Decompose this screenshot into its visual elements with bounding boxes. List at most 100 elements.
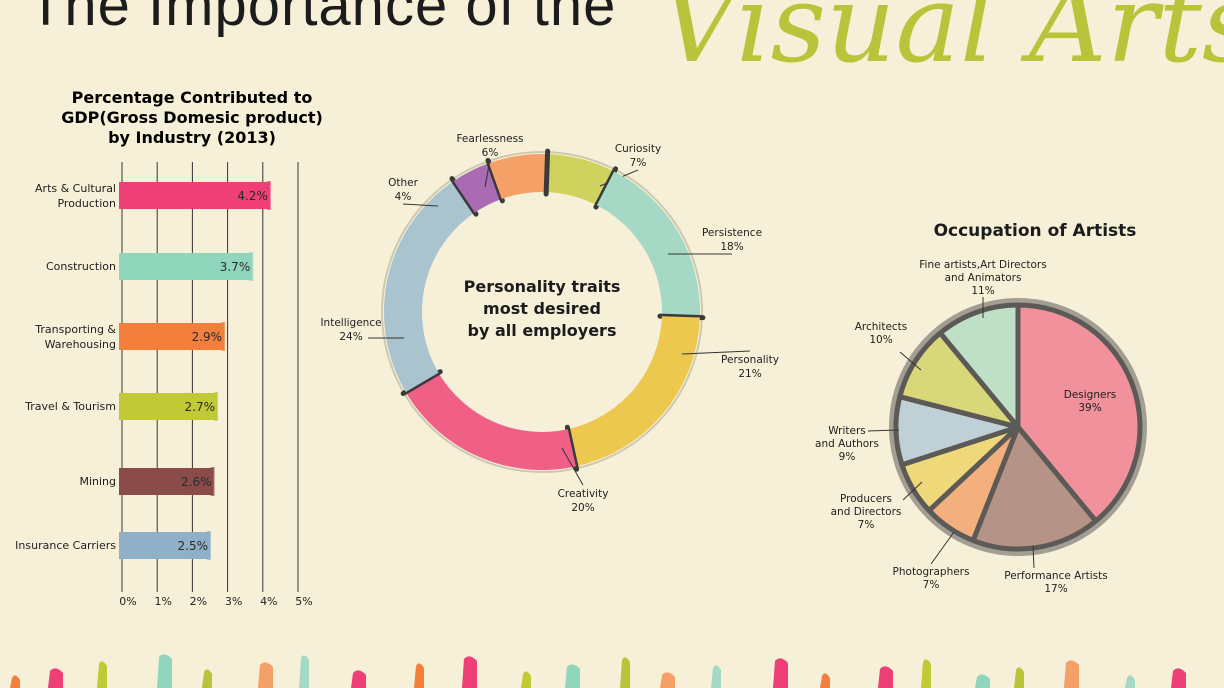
- bar: [119, 468, 214, 495]
- brush-stroke: [975, 674, 990, 688]
- donut-slice-label: Intelligence: [320, 317, 381, 329]
- brush-stroke: [820, 673, 830, 688]
- brush-stroke: [258, 662, 273, 688]
- pie-slice-value: 9%: [839, 451, 856, 463]
- bar-value-label: 2.6%: [181, 475, 212, 489]
- brush-stroke: [10, 675, 20, 688]
- bar-value-label: 2.5%: [178, 539, 209, 553]
- bar-edge: [221, 322, 226, 351]
- pie-leader-line: [1032, 545, 1035, 569]
- brush-stroke: [660, 672, 675, 688]
- page-title: The Importance of the: [28, 0, 617, 38]
- bar-edge: [249, 252, 254, 281]
- donut-slice-label: Fearlessness: [456, 133, 523, 145]
- bar: [119, 253, 253, 280]
- donut-leader-line: [561, 447, 584, 486]
- pie-slice-label: and Authors: [815, 438, 879, 450]
- donut-outline: [381, 151, 703, 473]
- brush-stroke: [351, 670, 366, 688]
- brush-stroke: [1125, 675, 1135, 688]
- brush-stroke: [299, 655, 309, 688]
- pie-leader-line: [867, 429, 900, 432]
- bar-chart-title: GDP(Gross Domesic product): [61, 108, 323, 127]
- bar-chart-title: by Industry (2013): [108, 128, 276, 147]
- donut-slice-value: 7%: [630, 157, 647, 169]
- pie-slice-value: 7%: [923, 579, 940, 591]
- pie-slice-label: and Directors: [831, 506, 902, 518]
- donut-leader-line: [402, 203, 439, 207]
- brush-stroke: [1171, 668, 1186, 688]
- donut-slice-label: Persistence: [702, 227, 762, 239]
- pie-leader-line: [899, 351, 922, 371]
- bar: [119, 182, 270, 209]
- brush-stroke: [1064, 660, 1079, 688]
- brush-stroke: [414, 663, 424, 688]
- donut-slice-value: 4%: [395, 191, 412, 203]
- pie-slice-value: 39%: [1078, 402, 1101, 414]
- brush-stroke: [620, 657, 630, 688]
- brush-stroke: [565, 664, 580, 688]
- brush-stroke: [202, 669, 212, 688]
- pie-leader-line: [930, 531, 955, 565]
- pie-slice-label: Photographers: [893, 566, 970, 578]
- category-label: Mining: [79, 475, 116, 488]
- pie-slice-label: and Animators: [945, 272, 1022, 284]
- donut-center-text: by all employers: [468, 321, 617, 340]
- bar-edge: [210, 467, 215, 496]
- donut-leader-line: [681, 350, 751, 355]
- brush-stroke: [462, 656, 477, 688]
- pie-slice-value: 7%: [858, 519, 875, 531]
- pie-slice-label: Writers: [828, 425, 866, 437]
- bar-edge: [207, 531, 211, 560]
- x-tick-label: 1%: [154, 595, 171, 608]
- donut-slice-value: 21%: [738, 368, 761, 380]
- donut-slice-label: Personality: [721, 354, 779, 366]
- category-label: Production: [57, 197, 116, 210]
- brush-stroke: [97, 661, 107, 688]
- pie-outline: [889, 298, 1147, 556]
- category-label: Arts & Cultural: [35, 182, 116, 195]
- pie-slice-label: Performance Artists: [1004, 570, 1107, 582]
- x-tick-label: 3%: [225, 595, 242, 608]
- x-tick-label: 2%: [190, 595, 207, 608]
- donut-leader-line: [484, 159, 491, 188]
- bar: [119, 323, 225, 350]
- brush-stroke: [48, 668, 63, 688]
- donut-slice-value: 20%: [571, 502, 594, 514]
- brush-stroke: [157, 654, 172, 688]
- pie-chart-title: Occupation of Artists: [934, 221, 1137, 241]
- donut-slice-label: Other: [388, 177, 418, 189]
- donut-slice-value: 6%: [482, 147, 499, 159]
- decorative-brush-border: [10, 654, 1186, 688]
- donut-center-text: Personality traits: [464, 277, 621, 296]
- donut-slice: [567, 316, 700, 467]
- bar-value-label: 2.7%: [185, 400, 216, 414]
- pie-slice-value: 17%: [1044, 583, 1067, 595]
- donut-slice: [546, 154, 615, 206]
- pie-slice-label: Fine artists,Art Directors: [919, 259, 1046, 271]
- brush-stroke: [921, 659, 931, 688]
- brush-stroke: [878, 666, 893, 688]
- bar-edge: [266, 181, 271, 210]
- brush-stroke: [1014, 667, 1024, 688]
- brush-stroke: [773, 658, 788, 688]
- brush-stroke: [521, 671, 531, 688]
- bar-edge: [214, 392, 219, 421]
- x-tick-label: 4%: [260, 595, 277, 608]
- x-tick-label: 0%: [119, 595, 136, 608]
- category-label: Transporting &: [34, 323, 116, 336]
- bar: [119, 393, 218, 420]
- brush-stroke: [711, 665, 721, 688]
- pie-slice-label: Architects: [855, 321, 908, 333]
- bar-value-label: 3.7%: [220, 260, 251, 274]
- bar: [119, 532, 210, 559]
- pie-slice-value: 11%: [971, 285, 994, 297]
- donut-slice-label: Curiosity: [615, 143, 661, 155]
- donut-slice: [453, 163, 502, 213]
- donut-center-text: most desired: [483, 299, 601, 318]
- donut-slice-value: 18%: [720, 241, 743, 253]
- pie-slice-label: Producers: [840, 493, 892, 505]
